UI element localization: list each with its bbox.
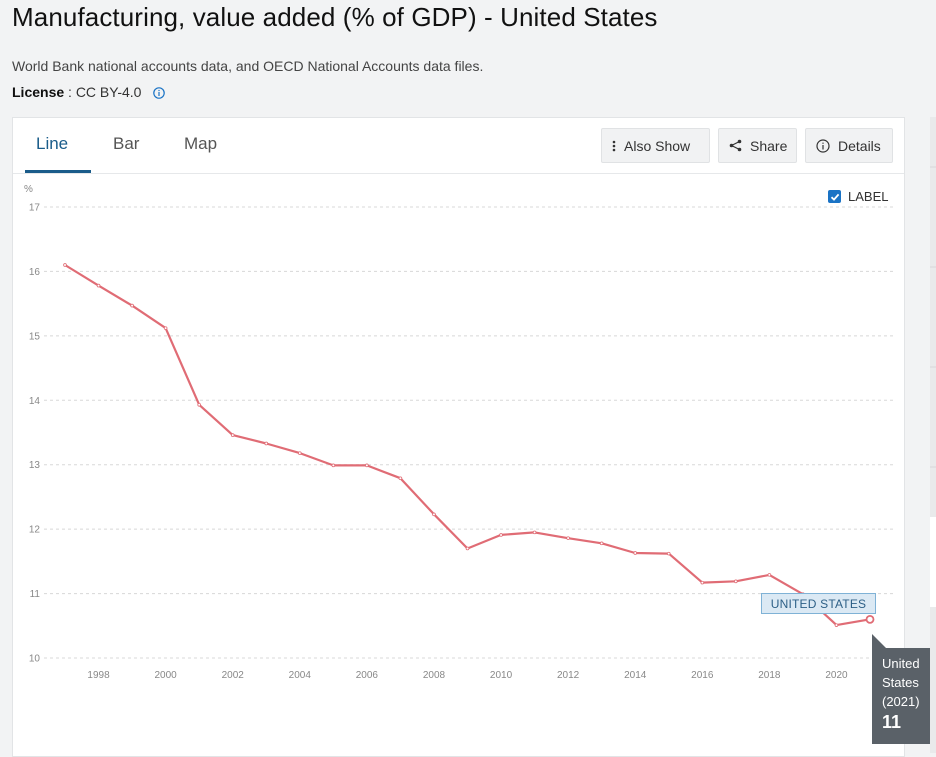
- data-point-2006: [365, 463, 369, 468]
- details-label: Details: [838, 137, 881, 154]
- data-point-2013: [599, 541, 604, 546]
- data-point-2016: [700, 580, 705, 585]
- tooltip-value: 11: [882, 712, 902, 732]
- data-point-2002: [230, 433, 235, 437]
- x-tick-2016: 2016: [691, 670, 714, 681]
- label-toggle[interactable]: LABEL: [828, 189, 888, 204]
- side-panel-edge: [930, 117, 936, 753]
- tooltip-country-line1: United: [882, 656, 920, 671]
- more-vertical-icon: [612, 140, 616, 152]
- data-point-2001: [197, 402, 201, 407]
- page-title: Manufacturing, value added (% of GDP) - …: [12, 2, 658, 32]
- data-point-2009: [465, 546, 470, 551]
- tooltip-year: (2021): [882, 694, 920, 709]
- y-tick-13: 13: [29, 460, 41, 471]
- x-tick-2000: 2000: [155, 670, 178, 681]
- also-show-label: Also Show: [624, 137, 691, 154]
- y-tick-15: 15: [29, 331, 41, 342]
- tooltip-country-line2: States: [882, 675, 919, 690]
- y-tick-16: 16: [29, 267, 41, 278]
- y-tick-12: 12: [29, 525, 41, 536]
- y-axis-ticks: 10 11 12 13 14 15 16 17: [29, 203, 41, 665]
- license-value: CC BY-4.0: [75, 84, 142, 100]
- y-axis-label: %: [24, 184, 33, 195]
- data-point-2007: [398, 476, 403, 481]
- x-tick-2008: 2008: [423, 670, 446, 681]
- data-point-2018: [767, 573, 772, 577]
- data-point-2012: [566, 536, 570, 540]
- share-label: Share: [750, 137, 788, 154]
- y-tick-17: 17: [29, 203, 41, 214]
- data-point-2017: [734, 579, 738, 584]
- data-point-2021: [865, 614, 875, 624]
- tab-bar[interactable]: Bar: [113, 134, 140, 153]
- data-point-2010: [499, 533, 503, 537]
- gridlines: [44, 206, 893, 659]
- also-show-button[interactable]: Also Show: [601, 128, 710, 163]
- data-point-1997: [63, 263, 67, 267]
- y-tick-10: 10: [29, 654, 41, 665]
- x-tick-2018: 2018: [758, 670, 781, 681]
- share-button[interactable]: Share: [718, 128, 797, 163]
- series-label-tag: UNITED STATES: [761, 593, 876, 614]
- x-tick-1998: 1998: [87, 670, 110, 681]
- label-checkbox[interactable]: [828, 190, 841, 203]
- label-toggle-text: LABEL: [848, 189, 889, 204]
- info-circle-icon: [816, 138, 830, 153]
- x-tick-2004: 2004: [289, 670, 312, 681]
- data-point-2004: [297, 451, 302, 455]
- x-tick-2014: 2014: [624, 670, 647, 681]
- x-tick-2006: 2006: [356, 670, 379, 681]
- details-button[interactable]: Details: [805, 128, 893, 163]
- active-tab-indicator: [25, 170, 91, 173]
- tabs-divider: [13, 173, 904, 174]
- data-point-2003: [264, 441, 269, 446]
- license-separator: :: [64, 84, 76, 100]
- license-line: License : CC BY-4.0: [12, 84, 166, 102]
- data-tooltip: United States (2021) 11: [872, 648, 934, 744]
- data-point-2011: [532, 530, 537, 535]
- x-tick-2002: 2002: [222, 670, 245, 681]
- source-note: World Bank national accounts data, and O…: [12, 58, 484, 74]
- data-point-1998: [96, 283, 101, 288]
- y-tick-11: 11: [30, 589, 41, 600]
- check-icon: [830, 193, 839, 201]
- data-point-2014: [633, 551, 638, 555]
- x-tick-2010: 2010: [490, 670, 513, 681]
- data-point-2020: [834, 623, 839, 627]
- tab-map[interactable]: Map: [184, 134, 218, 153]
- data-point-2000: [163, 326, 168, 330]
- series-united-states: [63, 263, 875, 627]
- y-tick-14: 14: [29, 396, 41, 407]
- x-tick-2020: 2020: [825, 670, 848, 681]
- series-line-united-states: [64, 264, 871, 627]
- x-tick-2012: 2012: [557, 670, 580, 681]
- license-label: License: [12, 84, 65, 100]
- data-point-2015: [666, 551, 671, 556]
- tab-line[interactable]: Line: [36, 134, 69, 153]
- x-axis-ticks: 1998 2000 2002 2004 2006 2008 2010 2012 2014 2016…: [87, 670, 848, 681]
- data-point-2005: [331, 463, 336, 468]
- chart-card: Line Bar Map Also Show Share Details: [12, 117, 905, 757]
- tooltip-pointer: [872, 634, 886, 648]
- data-point-2008: [432, 512, 436, 517]
- info-icon[interactable]: [153, 86, 166, 102]
- view-tabs: Line Bar Map: [13, 118, 313, 173]
- data-point-1999: [130, 303, 134, 308]
- share-icon: [729, 139, 742, 152]
